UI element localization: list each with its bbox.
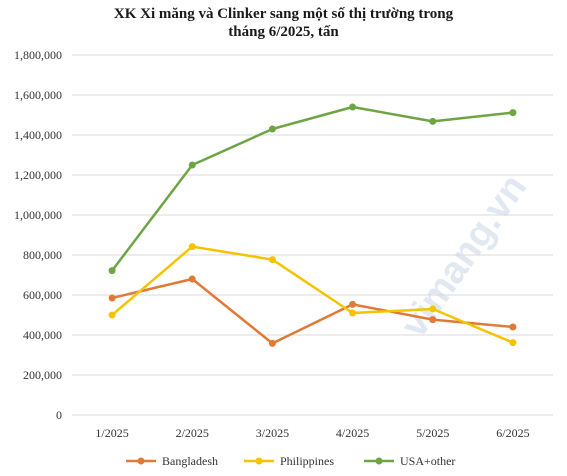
legend-swatch-marker (255, 457, 263, 465)
y-tick-label: 1,400,000 (14, 128, 62, 142)
legend: Bangladesh Philippines USA+other (126, 454, 455, 468)
data-point (108, 267, 116, 275)
series-line-bangladesh (111, 277, 514, 345)
grid-lines (72, 54, 553, 416)
x-tick-label: 5/2025 (416, 426, 449, 440)
data-point (349, 103, 357, 111)
x-axis-ticks: 1/2025 2/2025 3/2025 4/2025 5/2025 6/2025 (95, 426, 529, 440)
series-line-usa-other (111, 105, 514, 272)
data-point (268, 125, 276, 133)
data-point (188, 243, 196, 251)
x-tick-label: 1/2025 (95, 426, 128, 440)
legend-label: Bangladesh (162, 454, 218, 468)
watermark-text: vimang.vn (393, 167, 535, 345)
x-tick-label: 6/2025 (496, 426, 529, 440)
y-axis-ticks: 0 200,000 400,000 600,000 800,000 1,000,000 1,… (14, 48, 62, 422)
legend-label: Philippines (280, 454, 334, 468)
y-tick-label: 1,800,000 (14, 48, 62, 62)
watermark: vimang.vn (393, 167, 535, 345)
x-tick-label: 4/2025 (336, 426, 369, 440)
y-tick-label: 800,000 (23, 248, 62, 262)
y-tick-label: 1,000,000 (14, 208, 62, 222)
legend-swatch-marker (137, 457, 145, 465)
data-point (429, 316, 437, 324)
series-group (108, 103, 517, 347)
x-tick-label: 2/2025 (176, 426, 209, 440)
chart-title-line-1: XK Xi măng và Clinker sang một số thị tr… (113, 6, 454, 22)
data-point (108, 311, 116, 319)
x-tick-label: 3/2025 (256, 426, 289, 440)
y-tick-label: 400,000 (23, 328, 62, 342)
data-point (268, 256, 276, 264)
y-tick-label: 1,200,000 (14, 168, 62, 182)
data-point (188, 275, 196, 283)
legend-swatch-marker (375, 457, 383, 465)
data-point (429, 305, 437, 313)
y-tick-label: 0 (56, 408, 62, 422)
series-line-philippines (111, 245, 514, 344)
data-point (268, 339, 276, 347)
chart-title-line-2: tháng 6/2025, tấn (228, 24, 339, 40)
y-tick-label: 200,000 (23, 368, 62, 382)
legend-label: USA+other (400, 454, 455, 468)
y-tick-label: 600,000 (23, 288, 62, 302)
y-tick-label: 1,600,000 (14, 88, 62, 102)
data-point (349, 300, 357, 308)
data-point (509, 109, 517, 117)
data-point (509, 339, 517, 347)
data-point (188, 161, 196, 169)
data-point (509, 323, 517, 331)
data-point (108, 294, 116, 302)
data-point (429, 117, 437, 125)
data-point (349, 309, 357, 317)
